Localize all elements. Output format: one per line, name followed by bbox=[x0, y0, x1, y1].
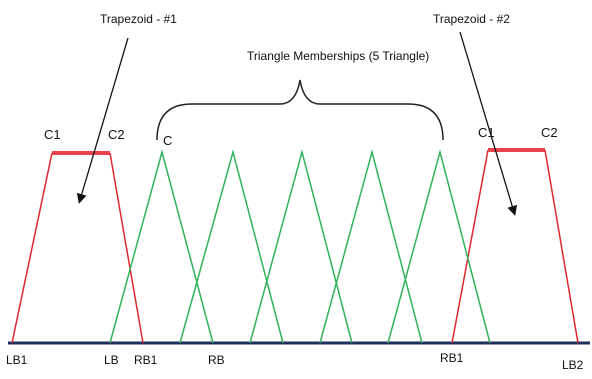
trapezoid-2-right-edge bbox=[544, 149, 579, 344]
triangle-4 bbox=[319, 149, 423, 344]
triangle-1 bbox=[109, 149, 214, 344]
trapezoid-2-c2-label: C2 bbox=[541, 125, 558, 140]
lb2-label: LB2 bbox=[562, 358, 584, 372]
trapezoid-2-c1-label: C1 bbox=[478, 125, 495, 140]
triangle-memberships-title: Triangle Memberships (5 Triangle) bbox=[247, 49, 429, 63]
trapezoid-1-right-edge bbox=[109, 152, 144, 344]
rb-label: RB bbox=[208, 353, 225, 367]
trapezoid-1-c1-label: C1 bbox=[44, 127, 61, 142]
trapezoid-2-title: Trapezoid - #2 bbox=[433, 12, 510, 26]
triangle-group-brace bbox=[156, 79, 444, 141]
trapezoid-1-title: Trapezoid - #1 bbox=[100, 12, 177, 26]
trapezoid-1 bbox=[11, 151, 144, 344]
trapezoid-1-left-edge bbox=[11, 152, 53, 344]
rb1-left-label: RB1 bbox=[134, 353, 158, 367]
triangle-memberships bbox=[109, 149, 491, 344]
triangle-5 bbox=[387, 149, 491, 344]
trapezoid-1-pointer-arrow bbox=[76, 37, 129, 204]
triangle-3 bbox=[249, 149, 353, 344]
triangle-c-label: C bbox=[163, 133, 172, 148]
triangle-2 bbox=[179, 149, 284, 344]
lb-label: LB bbox=[104, 353, 119, 367]
trapezoid-1-c2-label: C2 bbox=[108, 127, 125, 142]
trapezoid-2-left-edge bbox=[451, 149, 489, 344]
lb1-label: LB1 bbox=[6, 353, 28, 367]
rb1-right-label: RB1 bbox=[440, 351, 464, 365]
trapezoid-2 bbox=[451, 148, 579, 344]
trapezoid-2-pointer-arrow bbox=[459, 31, 518, 216]
